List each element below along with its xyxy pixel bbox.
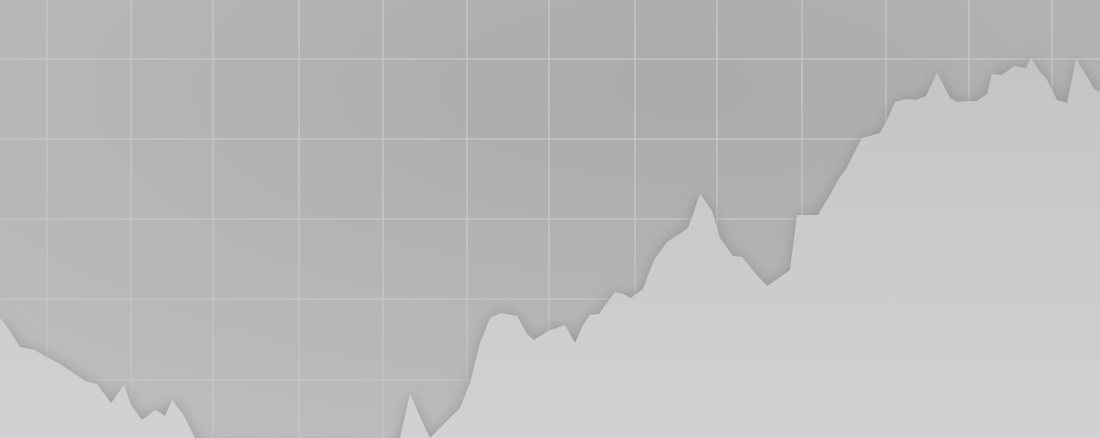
series-area — [0, 58, 1100, 438]
